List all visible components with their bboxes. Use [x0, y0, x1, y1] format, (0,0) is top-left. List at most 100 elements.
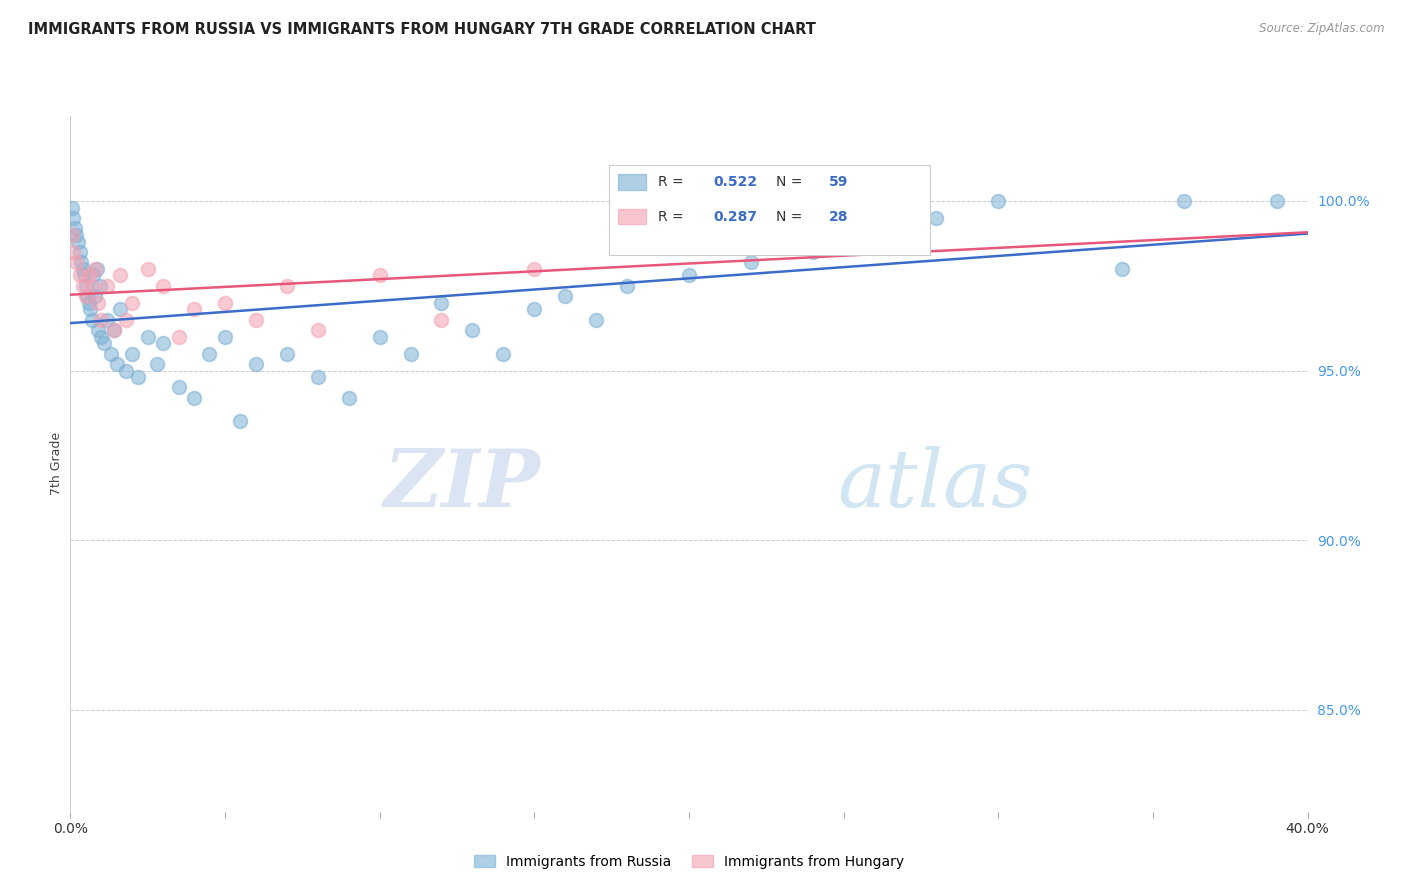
Text: 28: 28 [828, 210, 848, 224]
Point [801, 244, 824, 259]
Text: Source: ZipAtlas.com: Source: ZipAtlas.com [1260, 22, 1385, 36]
Point [80, 278, 103, 293]
Point [108, 302, 131, 317]
Point [461, 323, 484, 337]
Point [108, 268, 131, 283]
Text: N =: N = [776, 175, 806, 189]
Point [72, 278, 94, 293]
Point [75, 278, 97, 293]
Point [183, 302, 205, 317]
Point [89, 278, 111, 293]
Point [337, 391, 360, 405]
FancyBboxPatch shape [619, 210, 645, 225]
Legend: Immigrants from Russia, Immigrants from Hungary: Immigrants from Russia, Immigrants from … [468, 849, 910, 874]
Point [90, 312, 112, 326]
Point [430, 312, 453, 326]
Point [67, 235, 90, 249]
Point [62, 244, 84, 259]
Point [214, 329, 236, 343]
Point [1265, 194, 1288, 208]
Point [987, 194, 1010, 208]
Point [96, 312, 118, 326]
Point [136, 261, 159, 276]
Point [103, 323, 125, 337]
Point [399, 346, 422, 360]
Point [198, 346, 221, 360]
Point [70, 255, 93, 269]
Text: 0.522: 0.522 [714, 175, 758, 189]
Point [925, 211, 948, 225]
Point [77, 268, 100, 283]
Point [1173, 194, 1195, 208]
Text: ZIP: ZIP [384, 446, 540, 524]
Point [63, 221, 86, 235]
Text: 59: 59 [828, 175, 848, 189]
Point [863, 194, 886, 208]
Point [60, 201, 83, 215]
Point [214, 295, 236, 310]
Text: N =: N = [776, 210, 806, 224]
Point [84, 289, 107, 303]
Point [86, 261, 108, 276]
Point [80, 312, 103, 326]
Point [87, 295, 110, 310]
Point [523, 261, 546, 276]
Point [87, 323, 110, 337]
Point [245, 312, 267, 326]
Point [82, 268, 105, 283]
Point [585, 312, 607, 326]
Point [276, 278, 298, 293]
Point [72, 261, 94, 276]
Point [146, 357, 169, 371]
Point [115, 312, 138, 326]
Point [554, 289, 576, 303]
Text: IMMIGRANTS FROM RUSSIA VS IMMIGRANTS FROM HUNGARY 7TH GRADE CORRELATION CHART: IMMIGRANTS FROM RUSSIA VS IMMIGRANTS FRO… [28, 22, 815, 37]
Point [60, 227, 83, 242]
Point [245, 357, 267, 371]
Point [79, 302, 101, 317]
Point [616, 278, 638, 293]
Point [62, 211, 84, 225]
Y-axis label: 7th Grade: 7th Grade [51, 433, 63, 495]
Point [121, 295, 143, 310]
Point [65, 255, 87, 269]
Point [73, 268, 96, 283]
Point [75, 289, 97, 303]
Point [76, 289, 98, 303]
Point [307, 370, 329, 384]
Point [832, 194, 855, 208]
Point [115, 363, 138, 377]
Point [183, 391, 205, 405]
Text: 0.287: 0.287 [714, 210, 758, 224]
Point [152, 278, 174, 293]
Point [229, 414, 252, 428]
FancyBboxPatch shape [609, 165, 931, 255]
Point [84, 261, 107, 276]
Point [368, 268, 391, 283]
Point [100, 346, 122, 360]
Point [69, 268, 91, 283]
Point [65, 227, 87, 242]
FancyBboxPatch shape [619, 175, 645, 190]
Point [1111, 261, 1133, 276]
Point [121, 346, 143, 360]
Point [167, 329, 190, 343]
Point [69, 244, 91, 259]
Point [96, 278, 118, 293]
Point [307, 323, 329, 337]
Point [740, 255, 762, 269]
Point [105, 357, 128, 371]
Point [77, 295, 100, 310]
Text: atlas: atlas [838, 446, 1033, 524]
Point [523, 302, 546, 317]
Text: R =: R = [658, 210, 688, 224]
Point [90, 329, 112, 343]
Point [430, 295, 453, 310]
Point [167, 380, 190, 394]
Point [127, 370, 149, 384]
Point [368, 329, 391, 343]
Point [103, 323, 125, 337]
Point [152, 336, 174, 351]
Point [93, 336, 115, 351]
Point [492, 346, 515, 360]
